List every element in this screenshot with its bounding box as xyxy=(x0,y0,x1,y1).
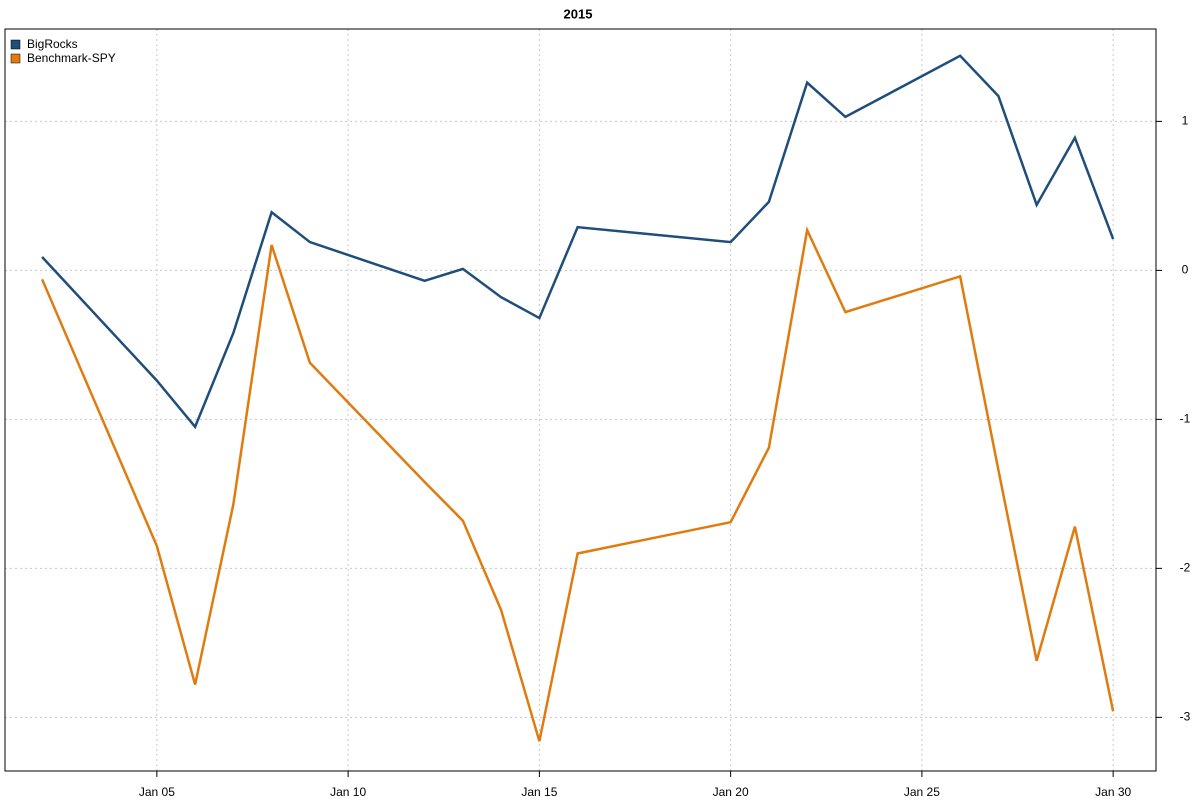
chart-title: 2015 xyxy=(564,6,593,21)
y-tick-label: 0 xyxy=(1182,263,1189,277)
legend-label: BigRocks xyxy=(27,37,78,51)
x-tick-label: Jan 20 xyxy=(713,785,749,799)
y-tick-label: 1 xyxy=(1182,114,1189,128)
legend-swatch xyxy=(10,39,21,50)
series-line xyxy=(41,54,1115,430)
x-tick-label: Jan 05 xyxy=(139,785,175,799)
series-line xyxy=(40,226,1115,742)
plot-frame xyxy=(4,28,1157,772)
x-tick-label: Jan 15 xyxy=(521,785,557,799)
y-tick-label: -3 xyxy=(1180,710,1191,724)
x-tick-label: Jan 30 xyxy=(1095,785,1131,799)
legend-label: Benchmark-SPY xyxy=(27,51,116,65)
x-tick-label: Jan 25 xyxy=(904,785,940,799)
y-tick-label: -2 xyxy=(1180,561,1191,575)
y-tick-label: -1 xyxy=(1180,412,1191,426)
x-tick-label: Jan 10 xyxy=(330,785,366,799)
legend-swatch xyxy=(10,53,21,64)
